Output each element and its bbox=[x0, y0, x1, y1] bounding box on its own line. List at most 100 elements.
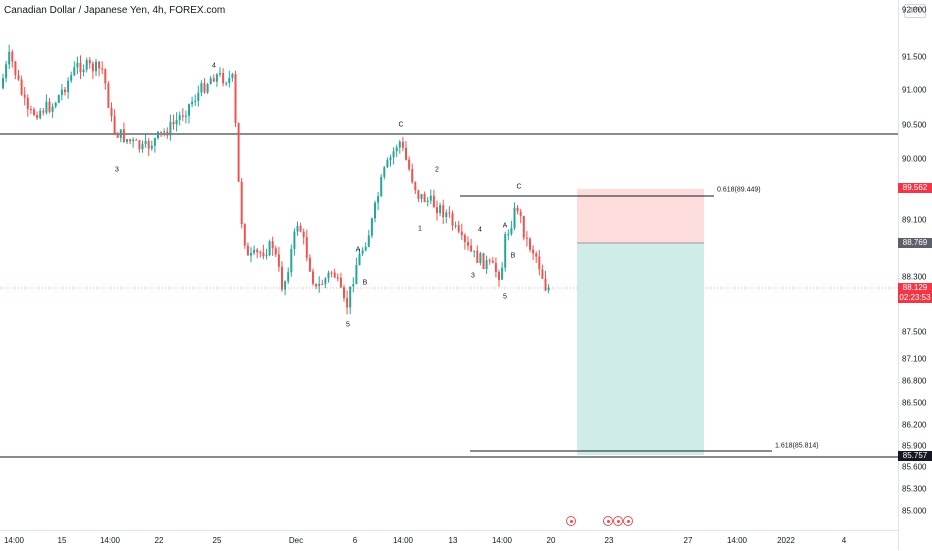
candle-body bbox=[522, 215, 525, 238]
candle-body bbox=[113, 116, 116, 134]
candlestick-series bbox=[2, 44, 550, 315]
wave-label: B bbox=[510, 252, 516, 260]
price-tick: 91.500 bbox=[902, 52, 927, 62]
candle-body bbox=[324, 278, 327, 285]
time-tick: 4 bbox=[841, 536, 847, 545]
candle-body bbox=[377, 196, 380, 203]
candle-body bbox=[237, 122, 240, 182]
price-tick: 86.800 bbox=[902, 376, 927, 386]
candle-body bbox=[281, 266, 283, 290]
candle-body bbox=[39, 110, 42, 119]
candle-body bbox=[370, 218, 373, 236]
candle-body bbox=[457, 225, 460, 232]
price-tick: 85.600 bbox=[902, 462, 927, 472]
time-tick: Dec bbox=[288, 536, 304, 545]
take-profit-zone[interactable] bbox=[577, 243, 704, 455]
candle-body bbox=[191, 101, 194, 105]
wave-label: 3 bbox=[115, 166, 119, 174]
wave-label: 4 bbox=[478, 226, 482, 234]
candle-body bbox=[330, 272, 333, 274]
candle-body bbox=[271, 241, 274, 249]
candle-body bbox=[535, 253, 538, 257]
candle-body bbox=[467, 242, 469, 246]
candle-body bbox=[262, 252, 265, 257]
stop-loss-zone[interactable] bbox=[577, 189, 704, 243]
candle-body bbox=[386, 159, 389, 168]
candle-body bbox=[54, 102, 57, 107]
candle-body bbox=[312, 271, 314, 284]
candle-body bbox=[392, 151, 395, 158]
candle-body bbox=[222, 73, 225, 84]
candle-body bbox=[411, 169, 414, 183]
candle-body bbox=[17, 75, 20, 80]
candle-body bbox=[277, 254, 280, 267]
candle-body bbox=[448, 212, 451, 214]
candle-body bbox=[138, 140, 141, 150]
candle-body bbox=[414, 182, 417, 191]
candle-body bbox=[243, 224, 246, 246]
price-tick: 90.500 bbox=[902, 120, 927, 130]
candle-body bbox=[73, 67, 76, 76]
candle-body bbox=[144, 140, 147, 145]
candle-body bbox=[519, 211, 522, 216]
candle-body bbox=[383, 167, 386, 177]
candle-body bbox=[420, 194, 423, 199]
event-icon[interactable] bbox=[613, 516, 623, 526]
candle-body bbox=[135, 139, 138, 141]
price-chart[interactable] bbox=[0, 0, 898, 530]
candle-body bbox=[358, 253, 361, 265]
candle-body bbox=[188, 104, 190, 116]
candle-body bbox=[488, 260, 491, 262]
candle-body bbox=[172, 121, 175, 125]
candle-body bbox=[380, 176, 383, 197]
candle-body bbox=[482, 253, 485, 269]
time-tick: 14:00 bbox=[3, 536, 25, 545]
candle-body bbox=[308, 257, 311, 272]
candle-body bbox=[442, 205, 445, 217]
candle-body bbox=[197, 92, 200, 101]
candle-body bbox=[57, 95, 60, 103]
currency-label[interactable]: JPY bbox=[904, 4, 926, 18]
support-price-badge: 85.757 bbox=[898, 451, 932, 461]
candle-body bbox=[29, 109, 32, 111]
chart-title: Canadian Dollar / Japanese Yen, 4h, FORE… bbox=[4, 5, 226, 16]
candle-body bbox=[395, 147, 398, 152]
candle-body bbox=[445, 212, 448, 217]
current-price-badge: 88.129 bbox=[898, 283, 932, 293]
candle-body bbox=[343, 287, 345, 299]
wave-label: C bbox=[516, 183, 522, 191]
candle-body bbox=[147, 140, 150, 149]
time-tick: 14:00 bbox=[99, 536, 121, 545]
time-tick: 14:00 bbox=[392, 536, 414, 545]
candle-body bbox=[479, 253, 482, 264]
candle-body bbox=[516, 207, 519, 212]
candle-body bbox=[107, 83, 110, 108]
chart-area[interactable]: Canadian Dollar / Japanese Yen, 4h, FORE… bbox=[0, 0, 898, 530]
candle-body bbox=[463, 235, 466, 243]
wave-label: 2 bbox=[435, 166, 439, 174]
candle-body bbox=[169, 121, 172, 136]
candle-body bbox=[460, 231, 463, 236]
price-tick: 88.300 bbox=[902, 272, 927, 282]
wave-label: 5 bbox=[503, 293, 507, 301]
wave-label: A bbox=[355, 246, 361, 254]
time-axis[interactable] bbox=[0, 530, 898, 551]
price-tick: 89.100 bbox=[902, 215, 927, 225]
candle-body bbox=[253, 249, 256, 253]
candle-body bbox=[429, 195, 432, 201]
candle-body bbox=[274, 248, 277, 255]
candle-body bbox=[228, 77, 231, 83]
candle-body bbox=[339, 277, 342, 288]
event-icon[interactable] bbox=[623, 516, 633, 526]
candle-body bbox=[346, 298, 349, 308]
event-icon[interactable] bbox=[566, 516, 576, 526]
candle-body bbox=[101, 68, 104, 70]
price-tick: 85.300 bbox=[902, 484, 927, 494]
event-icon[interactable] bbox=[603, 516, 613, 526]
candle-body bbox=[104, 69, 107, 84]
candle-body bbox=[268, 241, 271, 256]
candle-body bbox=[36, 115, 39, 119]
candle-body bbox=[349, 286, 352, 308]
candle-body bbox=[510, 227, 513, 234]
candle-body bbox=[231, 74, 234, 78]
